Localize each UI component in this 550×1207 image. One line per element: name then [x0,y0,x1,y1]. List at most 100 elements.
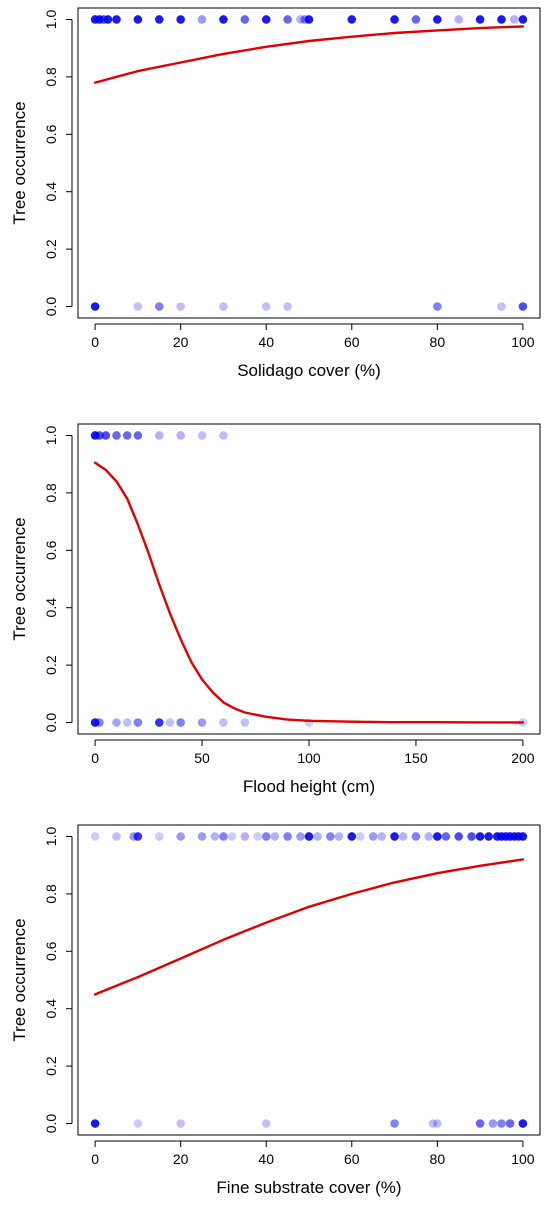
data-point [411,15,421,24]
fitted-curve [93,25,525,84]
data-point [270,832,280,841]
data-point [95,431,104,440]
data-point [433,1119,442,1128]
y-tick-label: 1.0 [43,10,59,30]
y-axis: 0.0 0.2 0.4 0.6 0.8 1.0 Tree occurrence [10,426,73,733]
x-axis-title: Fine substrate cover (%) [216,1178,401,1197]
x-axis: 0 20 40 60 80 100 Solidago cover (%) [91,323,535,380]
data-point [283,832,292,841]
data-point [283,302,292,311]
x-tick-label: 200 [511,750,535,766]
data-point [219,431,228,440]
y-axis-title: Tree occurrence [10,918,29,1041]
data-point [176,302,185,311]
data-point [261,302,271,311]
data-point [219,302,228,311]
data-point [484,832,493,841]
data-point [219,718,228,727]
x-axis: 0 50 100 150 200 Flood height (cm) [91,739,535,796]
data-point [518,15,528,24]
fitted-curve [93,461,525,724]
data-points [90,832,528,1128]
data-point [90,832,100,841]
data-point [304,832,314,841]
y-tick-label: 0.8 [43,884,59,904]
data-point [497,1119,506,1128]
x-tick-label: 0 [91,334,99,350]
y-tick-label: 0.2 [43,239,59,259]
plot-frame [77,423,541,735]
plot-frame [77,824,541,1136]
data-point [377,832,387,841]
data-point [133,431,143,440]
data-point [283,15,292,24]
x-axis-title: Flood height (cm) [243,777,375,796]
data-point [133,832,143,841]
data-point [433,15,442,24]
x-tick-label: 100 [511,334,535,350]
data-point [154,302,164,311]
data-point [356,832,365,841]
y-axis: 0.0 0.2 0.4 0.6 0.8 1.0 Tree occurrence [10,827,73,1134]
x-tick-label: 100 [297,750,321,766]
y-tick-label: 0.4 [43,999,59,1019]
data-point [95,718,104,727]
data-point [219,832,228,841]
data-point [165,718,175,727]
data-point [497,302,506,311]
data-point [219,15,228,24]
x-tick-label: 20 [173,1151,189,1167]
data-point [176,15,185,24]
data-point [240,15,250,24]
data-point [261,832,271,841]
data-point [210,832,220,841]
y-axis-title: Tree occurrence [10,101,29,224]
data-point [475,1119,485,1128]
x-axis-title: Solidago cover (%) [237,361,381,380]
data-point [411,832,421,841]
data-point [197,15,207,24]
data-point [518,302,528,311]
data-point [122,431,132,440]
y-tick-label: 0.2 [43,1056,59,1076]
data-point [197,431,207,440]
data-point [240,832,250,841]
x-tick-label: 40 [258,334,274,350]
data-point [112,718,121,727]
data-point [261,1119,271,1128]
data-point [424,832,434,841]
data-point [133,15,143,24]
data-point [176,718,185,727]
data-point [154,718,164,727]
data-point [398,832,408,841]
data-point [467,832,476,841]
data-point [227,832,237,841]
data-point [390,15,399,24]
data-point [197,718,207,727]
x-tick-label: 60 [344,334,360,350]
data-point [390,832,399,841]
data-point [197,832,207,841]
data-point [122,718,132,727]
y-tick-label: 0.0 [43,713,59,733]
data-point [101,431,111,440]
data-point [433,832,442,841]
x-tick-label: 0 [91,1151,99,1167]
data-point [133,302,143,311]
data-point [347,15,357,24]
data-point [368,832,378,841]
data-point [488,1119,498,1128]
y-tick-label: 0.6 [43,124,59,144]
data-point [475,832,485,841]
data-point [347,832,357,841]
data-point [454,15,464,24]
data-point [428,1119,438,1128]
data-point [510,15,519,24]
y-tick-label: 0.0 [43,1114,59,1134]
y-tick-label: 0.6 [43,540,59,560]
y-axis-title: Tree occurrence [10,517,29,640]
y-tick-label: 0.8 [43,67,59,87]
